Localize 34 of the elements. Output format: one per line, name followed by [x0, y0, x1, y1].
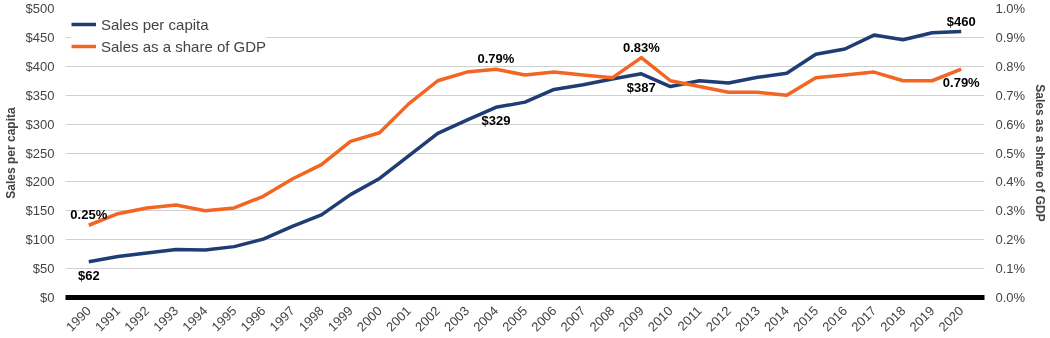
y-tick-label: $500	[25, 1, 55, 16]
y2-tick-label: 0.5%	[995, 145, 1026, 161]
data-label: 0.25%	[70, 207, 108, 223]
y2-tick-label: 0.4%	[995, 174, 1026, 190]
data-label: 0.79%	[942, 75, 981, 91]
data-label: $387	[626, 79, 656, 95]
y2-tick-label: 0.9%	[995, 29, 1026, 45]
y2-tick-label: 0.6%	[995, 116, 1026, 132]
y-axis-title: Sales per capita	[3, 106, 18, 199]
y-tick-label: $150	[25, 203, 55, 219]
y-tick-label: $450	[25, 29, 55, 45]
y-tick-label: $400	[25, 58, 55, 74]
y2-tick-label: 0.7%	[995, 87, 1026, 103]
y-tick-label: $200	[25, 174, 55, 190]
y2-tick-label: 0.0%	[995, 290, 1026, 305]
y-tick-label: $50	[32, 261, 55, 277]
y-tick-label: $250	[25, 145, 55, 161]
data-label: $329	[481, 113, 511, 129]
data-label: 0.79%	[477, 51, 515, 67]
legend-label: Sales as a share of GDP	[101, 37, 267, 55]
data-label: $460	[946, 13, 976, 29]
y-tick-label: $350	[25, 87, 55, 103]
y-tick-label: $0	[40, 290, 55, 305]
y2-tick-label: 0.1%	[995, 261, 1026, 277]
data-label: $62	[77, 267, 100, 283]
y2-tick-label: 0.3%	[995, 203, 1026, 219]
y-tick-label: $300	[25, 116, 55, 132]
data-label: 0.83%	[622, 39, 661, 55]
y-tick-label: $100	[25, 232, 55, 248]
y2-tick-label: 0.2%	[995, 232, 1026, 248]
y2-tick-label: 1.0%	[995, 1, 1026, 16]
y2-tick-label: 0.8%	[995, 58, 1026, 74]
y2-axis-title: Sales as a share of GDP	[1033, 84, 1048, 222]
legend-label: Sales per capita	[101, 15, 209, 33]
